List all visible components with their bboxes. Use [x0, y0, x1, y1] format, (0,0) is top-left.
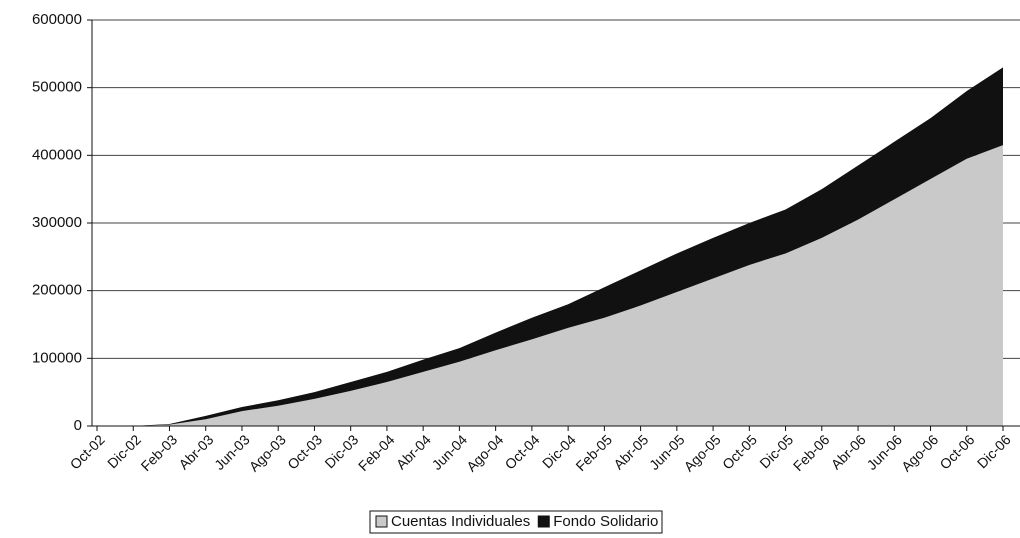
x-tick-label: Abr-05 — [610, 431, 651, 472]
x-tick-label: Ago-04 — [463, 431, 506, 474]
y-tick-label: 0 — [74, 417, 82, 434]
x-tick-label: Dic-05 — [756, 431, 796, 471]
x-tick-label: Dic-03 — [321, 431, 361, 471]
x-tick-label: Jun-06 — [863, 431, 905, 473]
y-tick-label: 500000 — [32, 79, 82, 96]
x-tick-label: Ago-03 — [246, 431, 289, 474]
x-tick-label: Oct-05 — [719, 431, 760, 472]
x-tick-label: Oct-02 — [67, 431, 108, 472]
legend-swatch — [537, 515, 550, 528]
x-tick-label: Ago-06 — [898, 431, 941, 474]
legend: Cuentas Individuales Fondo Solidario — [369, 510, 663, 534]
x-tick-label: Dic-04 — [539, 431, 579, 471]
x-tick-label: Dic-06 — [974, 431, 1014, 471]
legend-box — [369, 510, 663, 534]
y-tick-label: 200000 — [32, 282, 82, 299]
y-tick-label: 600000 — [32, 11, 82, 28]
y-tick-label: 300000 — [32, 214, 82, 231]
x-tick-label: Jun-04 — [429, 431, 471, 473]
x-tick-label: Oct-06 — [936, 431, 977, 472]
x-tick-label: Oct-03 — [284, 431, 325, 472]
x-tick-label: Oct-04 — [502, 431, 543, 472]
y-tick-label: 100000 — [32, 349, 82, 366]
legend-swatch — [375, 515, 388, 528]
x-tick-label: Jun-05 — [646, 431, 688, 473]
x-tick-label: Feb-05 — [572, 431, 615, 474]
x-tick-label: Ago-05 — [681, 431, 724, 474]
legend-label: Fondo Solidario — [553, 513, 658, 530]
area — [97, 145, 1003, 426]
x-tick-label: Jun-03 — [211, 431, 253, 473]
legend-label: Cuentas Individuales — [391, 513, 530, 530]
x-tick-label: Dic-02 — [104, 431, 144, 471]
x-tick-label: Feb-04 — [355, 431, 398, 474]
y-tick-label: 400000 — [32, 146, 82, 163]
x-tick-label: Abr-06 — [828, 431, 869, 472]
x-tick-label: Abr-03 — [175, 431, 216, 472]
x-tick-label: Abr-04 — [393, 431, 434, 472]
x-tick-label: Feb-06 — [790, 431, 833, 474]
x-tick-label: Feb-03 — [138, 431, 181, 474]
